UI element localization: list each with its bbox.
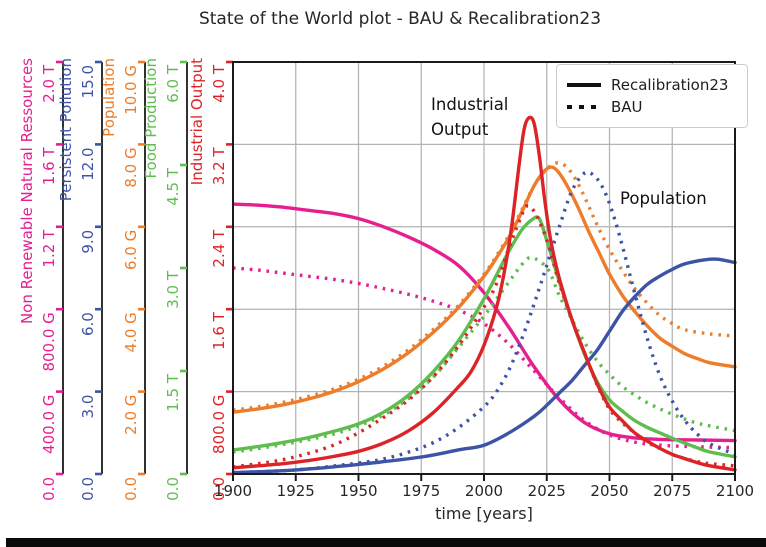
annotation-line: Industrial <box>431 95 509 114</box>
svg-text:1.6 T: 1.6 T <box>210 311 228 350</box>
svg-text:1925: 1925 <box>277 482 315 500</box>
x-axis: 1900 1925 1950 1975 2000 2025 2050 2075 2100 time… <box>214 474 754 523</box>
svg-text:4.0 T: 4.0 T <box>210 64 228 103</box>
legend: Recalibration23 BAU <box>556 64 748 128</box>
svg-text:8.0 G: 8.0 G <box>122 147 140 187</box>
series-population-recal <box>232 165 737 414</box>
solid-line-swatch-icon <box>567 83 601 87</box>
series-pollution-recal <box>232 257 737 475</box>
svg-text:0.0: 0.0 <box>122 477 140 501</box>
svg-text:1.6 T: 1.6 T <box>40 147 58 186</box>
svg-text:0.0: 0.0 <box>79 477 97 501</box>
window-bottom-border <box>6 538 766 547</box>
series-nrr-recal <box>232 202 737 443</box>
svg-text:2025: 2025 <box>528 482 566 500</box>
series-curves <box>232 115 737 475</box>
svg-text:Industrial Output: Industrial Output <box>188 58 206 185</box>
svg-text:4.0 G: 4.0 G <box>122 312 140 352</box>
svg-text:0.0: 0.0 <box>164 477 182 501</box>
series-io-recal <box>232 115 737 472</box>
svg-text:6.0: 6.0 <box>79 312 97 336</box>
series-nrr-bau <box>232 266 736 450</box>
svg-text:2000: 2000 <box>465 482 503 500</box>
svg-text:Non Renewable Natural Ressourc: Non Renewable Natural Ressources <box>18 58 36 324</box>
svg-text:800.0 G: 800.0 G <box>40 312 58 371</box>
chart-title: State of the World plot - BAU & Recalibr… <box>198 9 602 29</box>
svg-text:Persistent Pollution: Persistent Pollution <box>57 58 75 201</box>
svg-text:800.0 G: 800.0 G <box>210 395 228 454</box>
svg-text:1.2 T: 1.2 T <box>40 229 58 268</box>
svg-text:1900: 1900 <box>214 482 252 500</box>
svg-text:2100: 2100 <box>716 482 754 500</box>
svg-text:3.0: 3.0 <box>79 395 97 419</box>
y-axis-io: 0.0 800.0 G 1.6 T 2.4 T 3.2 T 4.0 TIndustrial… <box>188 58 234 501</box>
legend-label: BAU <box>611 97 643 116</box>
series-food-bau <box>232 255 736 454</box>
series-population-bau <box>232 161 736 412</box>
dotted-line-swatch-icon <box>567 105 601 109</box>
svg-text:3.2 T: 3.2 T <box>210 147 228 186</box>
svg-text:1950: 1950 <box>339 482 377 500</box>
svg-text:Population: Population <box>100 58 118 137</box>
svg-text:2075: 2075 <box>653 482 691 500</box>
svg-text:3.0 T: 3.0 T <box>164 270 182 309</box>
annotation-line: Output <box>431 120 489 139</box>
svg-text:400.0 G: 400.0 G <box>40 395 58 454</box>
svg-text:6.0 T: 6.0 T <box>164 64 182 103</box>
legend-label: Recalibration23 <box>611 75 729 94</box>
svg-text:4.5 T: 4.5 T <box>164 167 182 206</box>
svg-text:2.0 T: 2.0 T <box>40 64 58 103</box>
legend-item-bau: BAU <box>567 97 747 116</box>
annotation-industrial-output: Industrial Output <box>431 92 508 142</box>
legend-item-recalibration23: Recalibration23 <box>567 75 747 94</box>
svg-text:1.5 T: 1.5 T <box>164 373 182 412</box>
svg-text:2.0 G: 2.0 G <box>122 395 140 435</box>
svg-text:2050: 2050 <box>590 482 628 500</box>
series-food-recal <box>232 215 737 459</box>
svg-text:1975: 1975 <box>402 482 440 500</box>
annotation-population: Population <box>620 189 707 208</box>
grid <box>233 62 735 474</box>
svg-text:6.0 G: 6.0 G <box>122 230 140 270</box>
svg-text:10.0 G: 10.0 G <box>122 65 140 115</box>
svg-text:0.0: 0.0 <box>210 477 228 501</box>
svg-text:0.0: 0.0 <box>40 477 58 501</box>
svg-text:12.0: 12.0 <box>79 147 97 180</box>
plot-frame <box>232 61 736 475</box>
svg-text:15.0: 15.0 <box>79 65 97 98</box>
svg-text:Food Production: Food Production <box>142 58 160 179</box>
svg-text:2.4 T: 2.4 T <box>210 229 228 268</box>
x-axis-label: time [years] <box>435 504 533 523</box>
svg-text:9.0: 9.0 <box>79 230 97 254</box>
